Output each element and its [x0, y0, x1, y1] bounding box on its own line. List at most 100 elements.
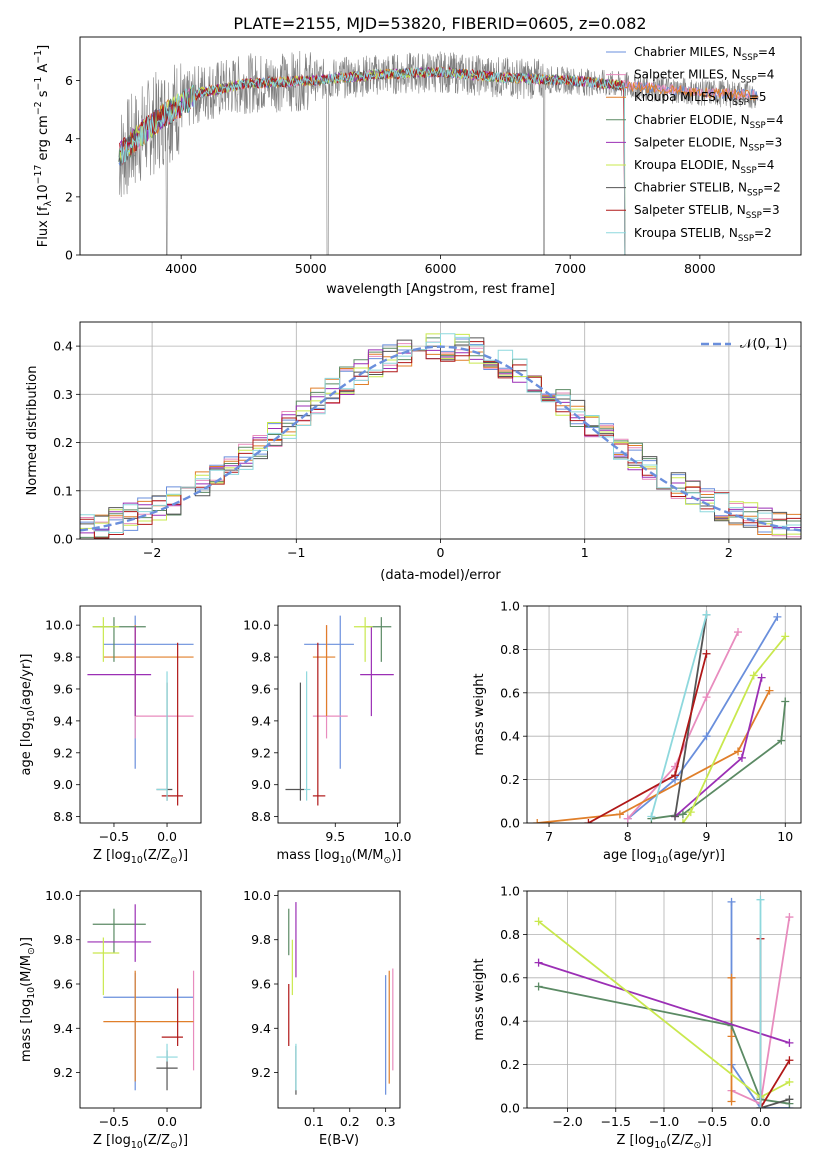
weight-lines: [533, 610, 790, 823]
axes-frame: [526, 890, 802, 1109]
spectrum-panel: 4000 5000 6000 7000 8000 0 2 4 6 wavelength [Angs…: [33, 36, 802, 297]
tick-label-y: 9.2: [53, 1065, 73, 1080]
weight-marker-chabrier_miles: [773, 612, 782, 621]
weight-marker-kroupa_miles: [734, 747, 743, 756]
tick-label-x: 8: [624, 829, 632, 844]
tick-label-y: 0.8: [500, 642, 520, 657]
tick-label-x: 10.0: [384, 829, 412, 844]
weight-marker-salpeter_elodie: [785, 1038, 794, 1047]
tick-label-x: −1: [287, 545, 305, 560]
axes-frame: [277, 890, 401, 1109]
histograms: [80, 333, 801, 539]
tick-label-x: 5000: [295, 261, 327, 276]
tick-label-y: 0.6: [500, 685, 520, 700]
weight-marker-kroupa_stelib: [647, 812, 656, 821]
tick-label-x: −1.5: [601, 1114, 631, 1129]
tick-label-x: 0.0: [157, 1114, 177, 1129]
x-axis-label: Z [log10(Z/Z⊙)]: [616, 1133, 711, 1151]
histogram-salpeter_stelib: [80, 341, 801, 539]
axes-frame: [277, 605, 401, 824]
legend-entry: Chabrier STELIB, NSSP=2: [634, 181, 781, 199]
weight-marker-salpeter_miles: [785, 913, 794, 922]
tick-label-y: 8.8: [251, 809, 271, 824]
tick-label-y: 6: [65, 73, 73, 88]
tick-label-y: 9.8: [53, 650, 73, 665]
tick-label-y: 0.0: [53, 532, 73, 547]
tick-label-y: 1.0: [500, 599, 520, 614]
tick-label-y: 0.2: [53, 435, 73, 450]
tick-label-y: 9.6: [251, 977, 271, 992]
tick-label-x: 0.0: [157, 829, 177, 844]
x-axis-label: age [log10(age/yr)]: [603, 848, 725, 866]
x-axis-label: E(B-V): [319, 1133, 359, 1148]
legend-entry: Salpeter STELIB, NSSP=3: [634, 203, 780, 221]
tick-label-x: 0: [437, 545, 445, 560]
tick-label-y: 9.6: [251, 681, 271, 696]
legend-entry: Kroupa MILES, NSSP=5: [634, 90, 767, 108]
legend-entry: Chabrier ELODIE, NSSP=4: [634, 113, 783, 131]
tick-label-x: 8000: [684, 261, 716, 276]
tick-label-x: 6000: [425, 261, 457, 276]
error-bars: [288, 902, 394, 1095]
tick-label-y: 0.4: [500, 729, 520, 744]
axes-frame: [79, 605, 202, 824]
weight-marker-kroupa_elodie: [785, 1077, 794, 1086]
weight-line-kroupa_stelib: [650, 614, 708, 817]
x-axis-label: (data-model)/error: [380, 568, 501, 583]
weight-marker-salpeter_stelib: [584, 819, 593, 823]
tick-label-y: 0.2: [500, 772, 520, 787]
y-axis-label: mass weight: [472, 958, 487, 1040]
tick-label-y: 0: [65, 248, 73, 263]
weight-marker-chabrier_stelib: [671, 812, 680, 821]
tick-label-x: −0.5: [697, 1114, 727, 1129]
weight-marker-salpeter_stelib: [671, 771, 680, 780]
tick-label-y: 10.0: [243, 618, 271, 633]
gaussian-curve: [80, 345, 801, 532]
figure-title: PLATE=2155, MJD=53820, FIBERID=0605, z=0…: [233, 14, 646, 33]
weight-marker-kroupa_miles: [533, 819, 542, 823]
tick-label-y: 9.6: [53, 977, 73, 992]
tick-label-y: 0.1: [53, 483, 73, 498]
tick-label-y: 9.4: [53, 713, 73, 728]
tick-label-y: 9.4: [251, 713, 271, 728]
x-axis-label: Z [log10(Z/Z⊙)]: [93, 1133, 188, 1151]
tick-label-x: −2: [143, 545, 161, 560]
legend-entry: Kroupa ELODIE, NSSP=4: [634, 158, 774, 176]
weight-marker-kroupa_elodie: [534, 917, 543, 926]
weight-marker-kroupa_miles: [727, 1032, 736, 1041]
tick-label-y: 0.0: [500, 1101, 520, 1116]
mass_vs_Z-panel: −0.5 0.0 9.2 9.4 9.6 9.8 10.0 Z [log10(Z/Z⊙)] ma…: [19, 888, 202, 1151]
weight-line-chabrier_stelib: [760, 1098, 790, 1108]
x-axis-label: Z [log10(Z/Z⊙)]: [93, 848, 188, 866]
age_vs_mass-panel: 9.5 10.0 8.8 9.0 9.2 9.4 9.6 9.8 10.0 mass [log10…: [243, 605, 412, 866]
tick-label-y: 9.2: [251, 1065, 271, 1080]
legend: Chabrier MILES, NSSP=4 Salpeter MILES, NS…: [606, 45, 783, 244]
tick-label-y: 0.4: [53, 339, 73, 354]
tick-label-y: 9.8: [251, 932, 271, 947]
weight-marker-kroupa_elodie: [749, 671, 758, 680]
error-bars: [87, 904, 195, 1091]
tick-label-x: −2.0: [552, 1114, 582, 1129]
legend-entry: Salpeter ELODIE, NSSP=3: [634, 135, 782, 153]
mass_vs_ebv-panel: 0.1 0.2 0.3 9.2 9.4 9.6 9.8 10.0 E(B-V): [243, 888, 401, 1148]
residual-panel: −2 −1 0 1 2 0.0 0.1 0.2 0.3 0.4 (data-model)/error…: [25, 321, 802, 583]
y-axis-label: age [log10(age/yr)]: [19, 654, 37, 776]
legend-entry: Kroupa STELIB, NSSP=2: [634, 226, 772, 244]
error-bars: [285, 615, 394, 806]
tick-label-x: 0.1: [304, 1114, 324, 1129]
weight-marker-kroupa_stelib: [756, 895, 765, 904]
histogram-chabrier_stelib: [80, 337, 801, 539]
tick-label-x: 1: [581, 545, 589, 560]
tick-label-y: 9.8: [53, 932, 73, 947]
histogram-kroupa_stelib: [80, 333, 801, 533]
weight-line-salpeter_elodie: [674, 677, 763, 818]
weight-marker-kroupa_miles: [727, 973, 736, 982]
weight-lines: [534, 895, 794, 1108]
tick-label-y: 0.0: [500, 816, 520, 831]
weight-line-kroupa_elodie: [682, 635, 787, 823]
y-axis-label: mass weight: [472, 673, 487, 755]
tick-label-x: 0.0: [751, 1114, 771, 1129]
weight-marker-kroupa_miles: [615, 810, 624, 819]
weight-marker-kroupa_elodie: [781, 632, 790, 641]
